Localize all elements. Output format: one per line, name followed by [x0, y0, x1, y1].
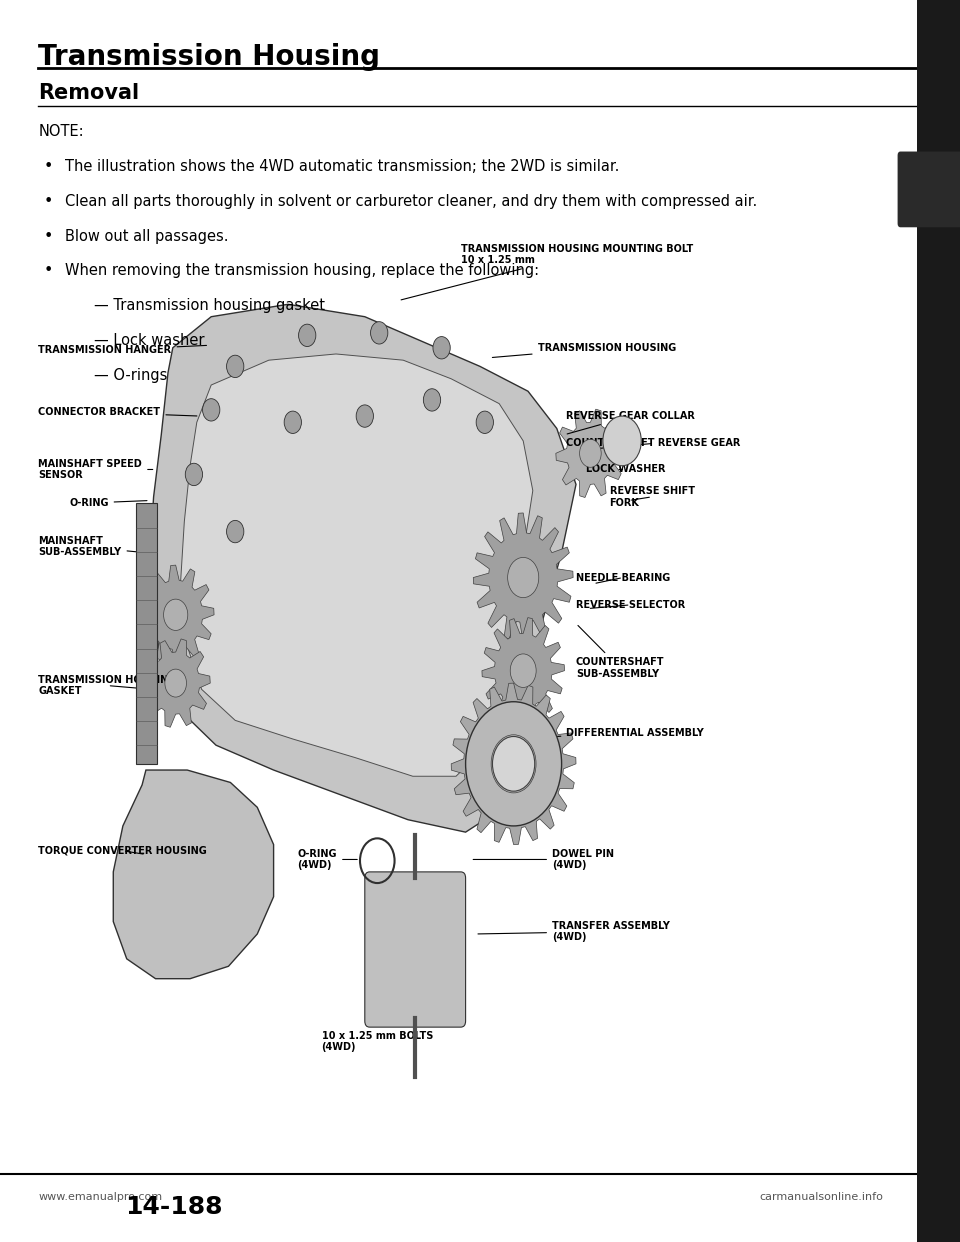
Text: REVERSE SHIFT
FORK: REVERSE SHIFT FORK: [610, 486, 695, 508]
Text: When removing the transmission housing, replace the following:: When removing the transmission housing, …: [65, 263, 540, 278]
Circle shape: [433, 337, 450, 359]
Polygon shape: [482, 617, 564, 724]
Circle shape: [511, 653, 537, 688]
Circle shape: [603, 416, 641, 466]
Text: LOCK WASHER: LOCK WASHER: [586, 465, 665, 474]
Polygon shape: [180, 354, 533, 776]
Text: O-RING: O-RING: [69, 498, 147, 508]
Polygon shape: [113, 770, 274, 979]
Circle shape: [476, 411, 493, 433]
Text: REVERSE GEAR COLLAR: REVERSE GEAR COLLAR: [566, 411, 695, 433]
Text: TRANSMISSION HANGER: TRANSMISSION HANGER: [38, 345, 206, 355]
Text: TORQUE CONVERTER HOUSING: TORQUE CONVERTER HOUSING: [38, 846, 207, 856]
Circle shape: [580, 440, 601, 467]
Text: 10 x 1.25 mm BOLTS
(4WD): 10 x 1.25 mm BOLTS (4WD): [322, 1031, 433, 1052]
Text: carmanualsonline.info: carmanualsonline.info: [759, 1192, 883, 1202]
Polygon shape: [451, 683, 576, 845]
Text: — Transmission housing gasket: — Transmission housing gasket: [94, 298, 325, 313]
Text: MAINSHAFT
SUB-ASSEMBLY: MAINSHAFT SUB-ASSEMBLY: [38, 535, 143, 558]
Circle shape: [492, 735, 536, 792]
Text: NOTE:: NOTE:: [38, 124, 84, 139]
Circle shape: [163, 599, 188, 631]
Text: Clean all parts thoroughly in solvent or carburetor cleaner, and dry them with c: Clean all parts thoroughly in solvent or…: [65, 194, 757, 209]
Text: www.emanualpro.com: www.emanualpro.com: [38, 1192, 162, 1202]
Polygon shape: [137, 565, 214, 664]
Text: 14-188: 14-188: [125, 1195, 223, 1218]
Circle shape: [299, 324, 316, 347]
Circle shape: [466, 702, 562, 826]
Circle shape: [203, 399, 220, 421]
Circle shape: [227, 520, 244, 543]
Text: MAINSHAFT SPEED
SENSOR: MAINSHAFT SPEED SENSOR: [38, 458, 153, 481]
Text: DOWEL PIN
(4WD): DOWEL PIN (4WD): [473, 848, 614, 871]
Text: •: •: [43, 229, 53, 243]
Text: Removal: Removal: [38, 83, 139, 103]
Circle shape: [165, 669, 186, 697]
Text: TRANSMISSION HOUSING: TRANSMISSION HOUSING: [492, 343, 676, 358]
Text: NEEDLE BEARING: NEEDLE BEARING: [576, 573, 670, 584]
Polygon shape: [556, 409, 625, 498]
Text: — Lock washer: — Lock washer: [94, 333, 204, 348]
Polygon shape: [473, 513, 573, 642]
Circle shape: [227, 355, 244, 378]
Text: — O-rings: — O-rings: [94, 368, 167, 383]
Text: COUNTERSHAFT REVERSE GEAR: COUNTERSHAFT REVERSE GEAR: [566, 438, 741, 450]
Text: TRANSFER ASSEMBLY
(4WD): TRANSFER ASSEMBLY (4WD): [478, 920, 670, 943]
Text: Blow out all passages.: Blow out all passages.: [65, 229, 228, 243]
Circle shape: [185, 463, 203, 486]
FancyBboxPatch shape: [898, 152, 960, 227]
Text: •: •: [43, 159, 53, 174]
Circle shape: [508, 558, 539, 597]
Text: The illustration shows the 4WD automatic transmission; the 2WD is similar.: The illustration shows the 4WD automatic…: [65, 159, 619, 174]
Text: •: •: [43, 263, 53, 278]
Text: O-RING
(4WD): O-RING (4WD): [298, 848, 357, 871]
Circle shape: [423, 389, 441, 411]
Circle shape: [371, 322, 388, 344]
Text: Transmission Housing: Transmission Housing: [38, 43, 380, 72]
Polygon shape: [141, 638, 210, 728]
FancyBboxPatch shape: [136, 503, 157, 764]
Circle shape: [356, 405, 373, 427]
Text: DIFFERENTIAL ASSEMBLY: DIFFERENTIAL ASSEMBLY: [558, 728, 704, 738]
Text: CONNECTOR BRACKET: CONNECTOR BRACKET: [38, 407, 197, 417]
Text: COUNTERSHAFT
SUB-ASSEMBLY: COUNTERSHAFT SUB-ASSEMBLY: [576, 626, 664, 679]
Text: TRANSMISSION HOUSING
GASKET: TRANSMISSION HOUSING GASKET: [38, 674, 177, 697]
FancyBboxPatch shape: [917, 0, 960, 1242]
Text: •: •: [43, 194, 53, 209]
Polygon shape: [149, 304, 576, 832]
Text: REVERSE SELECTOR: REVERSE SELECTOR: [576, 600, 685, 610]
FancyBboxPatch shape: [365, 872, 466, 1027]
Circle shape: [284, 411, 301, 433]
Circle shape: [492, 737, 535, 791]
Text: TRANSMISSION HOUSING MOUNTING BOLT
10 x 1.25 mm: TRANSMISSION HOUSING MOUNTING BOLT 10 x …: [401, 243, 693, 299]
